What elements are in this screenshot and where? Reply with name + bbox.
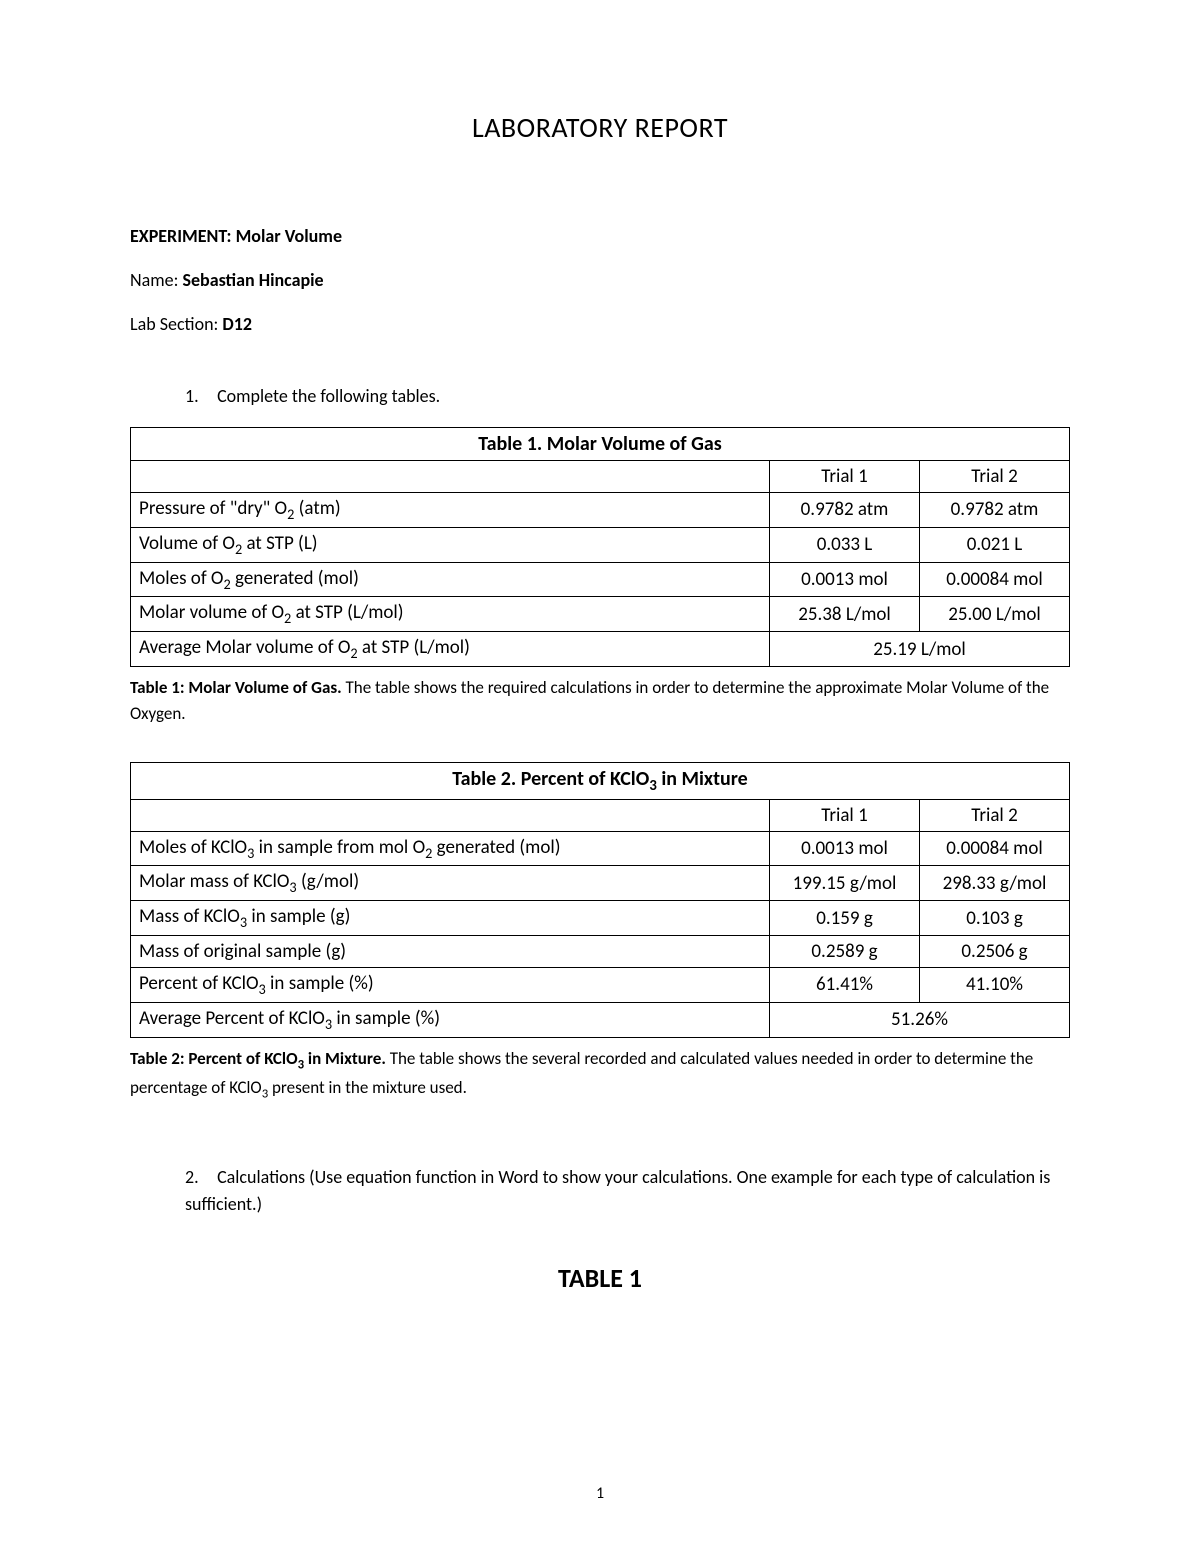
table-2-avg-value: 51.26% <box>770 1002 1070 1037</box>
table-1-avg-label: Average Molar volume of O2 at STP (L/mol… <box>131 632 770 667</box>
trial2-value: 0.00084 mol <box>920 831 1070 866</box>
instruction-1: 1. Complete the following tables. <box>185 385 1070 407</box>
table-row: Moles of O2 generated (mol)0.0013 mol0.0… <box>131 562 1070 597</box>
row-label: Percent of KClO3 in sample (%) <box>131 968 770 1003</box>
table-2-trial1-hdr: Trial 1 <box>770 799 920 831</box>
trial1-value: 61.41% <box>770 968 920 1003</box>
table-1-blank-hdr <box>131 461 770 493</box>
table-row: Molar volume of O2 at STP (L/mol)25.38 L… <box>131 597 1070 632</box>
trial2-value: 0.00084 mol <box>920 562 1070 597</box>
row-label: Molar volume of O2 at STP (L/mol) <box>131 597 770 632</box>
table-row: Percent of KClO3 in sample (%)61.41%41.1… <box>131 968 1070 1003</box>
row-label: Volume of O2 at STP (L) <box>131 527 770 562</box>
row-label: Moles of O2 generated (mol) <box>131 562 770 597</box>
trial2-value: 41.10% <box>920 968 1070 1003</box>
table-1-avg-value: 25.19 L/mol <box>770 632 1070 667</box>
table-2-avg-row: Average Percent of KClO3 in sample (%) 5… <box>131 1002 1070 1037</box>
section-heading-table1: TABLE 1 <box>130 1262 1070 1294</box>
name-value: Sebastian Hincapie <box>182 269 323 291</box>
trial2-value: 25.00 L/mol <box>920 597 1070 632</box>
table-2-trial2-hdr: Trial 2 <box>920 799 1070 831</box>
table-2-header-row: Trial 1 Trial 2 <box>131 799 1070 831</box>
document-page: LABORATORY REPORT EXPERIMENT: Molar Volu… <box>0 0 1200 1553</box>
trial1-value: 0.2589 g <box>770 936 920 968</box>
table-row: Mass of KClO3 in sample (g)0.159 g0.103 … <box>131 901 1070 936</box>
trial2-value: 0.2506 g <box>920 936 1070 968</box>
table-2-title: Table 2. Percent of KClO3 in Mixture <box>131 762 1070 799</box>
table-1-caption-bold: Table 1: Molar Volume of Gas. <box>130 677 342 698</box>
table-1-header-row: Trial 1 Trial 2 <box>131 461 1070 493</box>
section-line: Lab Section: D12 <box>130 313 1070 335</box>
table-row: Moles of KClO3 in sample from mol O2 gen… <box>131 831 1070 866</box>
table-2-blank-hdr <box>131 799 770 831</box>
table-2-avg-label: Average Percent of KClO3 in sample (%) <box>131 1002 770 1037</box>
report-title: LABORATORY REPORT <box>130 110 1070 145</box>
table-1-caption: Table 1: Molar Volume of Gas. The table … <box>130 675 1070 728</box>
table-row: Mass of original sample (g)0.2589 g0.250… <box>131 936 1070 968</box>
row-label: Moles of KClO3 in sample from mol O2 gen… <box>131 831 770 866</box>
table-2-title-row: Table 2. Percent of KClO3 in Mixture <box>131 762 1070 799</box>
table-2-caption: Table 2: Percent of KClO3 in Mixture. Th… <box>130 1046 1070 1104</box>
table-1-trial2-hdr: Trial 2 <box>920 461 1070 493</box>
instruction-2-num: 2. <box>185 1164 213 1191</box>
table-1-title-row: Table 1. Molar Volume of Gas <box>131 428 1070 461</box>
name-label: Name: <box>130 269 182 291</box>
instruction-2-text: Calculations (Use equation function in W… <box>185 1166 1050 1215</box>
page-number: 1 <box>0 1484 1200 1503</box>
trial1-value: 0.0013 mol <box>770 831 920 866</box>
row-label: Mass of original sample (g) <box>131 936 770 968</box>
section-label: Lab Section: <box>130 313 222 335</box>
instruction-1-num: 1. <box>185 385 213 407</box>
table-2: Table 2. Percent of KClO3 in Mixture Tri… <box>130 762 1070 1038</box>
row-label: Mass of KClO3 in sample (g) <box>131 901 770 936</box>
experiment-value: Molar Volume <box>236 225 342 247</box>
table-2-caption-bold: Table 2: Percent of KClO3 in Mixture. <box>130 1048 386 1069</box>
table-1-title: Table 1. Molar Volume of Gas <box>131 428 1070 461</box>
trial2-value: 0.9782 atm <box>920 493 1070 528</box>
table-1-avg-row: Average Molar volume of O2 at STP (L/mol… <box>131 632 1070 667</box>
trial1-value: 0.159 g <box>770 901 920 936</box>
trial1-value: 0.9782 atm <box>770 493 920 528</box>
trial1-value: 199.15 g/mol <box>770 866 920 901</box>
section-value: D12 <box>222 313 252 335</box>
row-label: Molar mass of KClO3 (g/mol) <box>131 866 770 901</box>
instruction-2: 2. Calculations (Use equation function i… <box>185 1164 1070 1218</box>
table-1-trial1-hdr: Trial 1 <box>770 461 920 493</box>
trial2-value: 298.33 g/mol <box>920 866 1070 901</box>
experiment-line: EXPERIMENT: Molar Volume <box>130 225 1070 247</box>
table-row: Pressure of "dry" O2 (atm)0.9782 atm0.97… <box>131 493 1070 528</box>
instruction-1-text: Complete the following tables. <box>217 385 440 407</box>
trial1-value: 0.0013 mol <box>770 562 920 597</box>
table-1: Table 1. Molar Volume of Gas Trial 1 Tri… <box>130 427 1070 667</box>
trial1-value: 0.033 L <box>770 527 920 562</box>
table-row: Molar mass of KClO3 (g/mol)199.15 g/mol2… <box>131 866 1070 901</box>
name-line: Name: Sebastian Hincapie <box>130 269 1070 291</box>
trial2-value: 0.021 L <box>920 527 1070 562</box>
trial2-value: 0.103 g <box>920 901 1070 936</box>
trial1-value: 25.38 L/mol <box>770 597 920 632</box>
experiment-label: EXPERIMENT: <box>130 225 236 247</box>
table-row: Volume of O2 at STP (L)0.033 L0.021 L <box>131 527 1070 562</box>
row-label: Pressure of "dry" O2 (atm) <box>131 493 770 528</box>
